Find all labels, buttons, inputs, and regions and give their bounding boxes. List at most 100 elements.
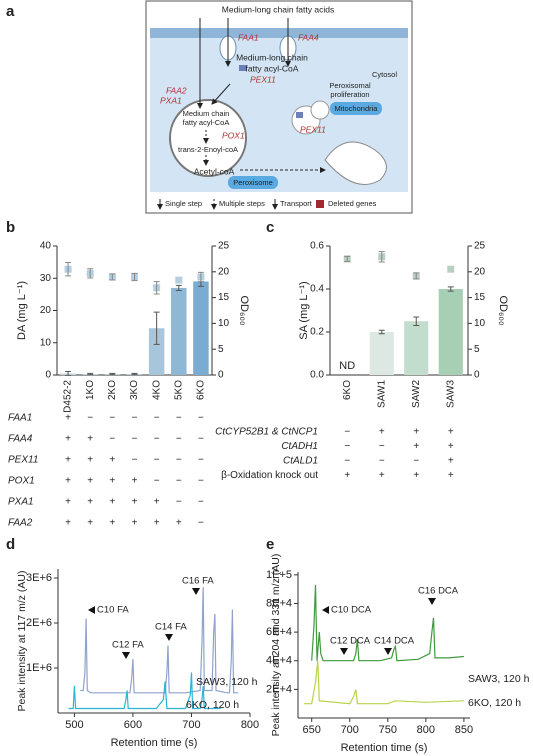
error-bar — [109, 273, 116, 281]
table-cell: + — [132, 476, 138, 487]
table-cell: + — [448, 441, 454, 452]
legend-swatch — [316, 200, 324, 208]
pex11-protein — [296, 112, 303, 118]
diagram-text: Peroxisomal — [329, 81, 371, 90]
table-cell: − — [413, 456, 419, 467]
bar — [148, 328, 165, 375]
peak-label: C12 DCA — [330, 636, 371, 647]
peak-marker — [165, 634, 173, 641]
table-row-label: FAA2 — [8, 518, 33, 529]
y-axis-title: Peak intensity at 117 m/z (AU) — [16, 570, 28, 711]
na-label: ND — [339, 360, 355, 372]
table-cell: − — [344, 427, 350, 438]
error-bar — [65, 370, 72, 376]
peak-label: C16 FA — [182, 576, 214, 587]
y2-tick-label: 20 — [218, 266, 230, 277]
table-cell: − — [198, 434, 204, 445]
table-row-label: FAA4 — [8, 434, 33, 445]
diagram-text: trans-2-Enoyl-coA — [178, 145, 238, 154]
y-tick-label: 0 — [45, 370, 51, 381]
table-cell: − — [176, 476, 182, 487]
table-cell: − — [132, 455, 138, 466]
gene-label: PEX11 — [250, 74, 276, 84]
table-row-label: FAA1 — [8, 413, 32, 424]
gene-label: FAA4 — [298, 32, 319, 42]
gene-label: PEX11 — [300, 124, 326, 134]
x-tick-label: 3KO — [129, 380, 140, 400]
table-cell: + — [87, 455, 93, 466]
table-cell: + — [109, 518, 115, 529]
error-bar — [447, 286, 454, 292]
y-tick-label: 1E+5 — [266, 569, 292, 581]
peak-marker — [192, 588, 200, 595]
y2-tick-label: 5 — [218, 344, 224, 355]
table-cell: + — [65, 518, 71, 529]
bar — [404, 321, 429, 375]
y2-tick-label: 0 — [218, 370, 224, 381]
table-cell: + — [65, 455, 71, 466]
table-cell: − — [154, 413, 160, 424]
table-row-label: CtALD1 — [283, 456, 318, 467]
table-row-label: β-Oxidation knock out — [221, 470, 318, 481]
y2-tick-label: 25 — [474, 241, 486, 252]
table-cell: − — [109, 434, 115, 445]
error-bar — [109, 372, 116, 376]
proliferating-peroxisome — [310, 100, 330, 120]
series-label: SAW3, 120 h — [468, 673, 530, 685]
table-cell: + — [87, 434, 93, 445]
diagram-text: Mitochondria — [335, 104, 379, 113]
diagram-text: fatty acyl-CoA — [183, 118, 230, 127]
x-tick-label: 850 — [455, 724, 473, 736]
table-cell: + — [448, 427, 454, 438]
table-row-label: CtCYP52B1 & CtNCP1 — [215, 427, 318, 438]
table-cell: + — [65, 497, 71, 508]
peak-marker — [340, 648, 348, 655]
diagram-text: Cytosol — [372, 70, 397, 79]
x-axis-title: Retention time (s) — [111, 737, 198, 749]
bar — [438, 289, 463, 375]
table-cell: − — [379, 441, 385, 452]
error-bar — [153, 281, 160, 295]
diagram-text: Medium-long chain — [236, 52, 308, 62]
table-cell: − — [154, 476, 160, 487]
x-tick-label: SAW3 — [445, 380, 456, 408]
x-tick-label: SAW2 — [411, 380, 422, 408]
x-tick-label: 2KO — [107, 380, 118, 400]
diagram-text: Medium-long chain fatty acids — [222, 4, 334, 14]
x-tick-label: 700 — [182, 719, 200, 731]
table-cell: + — [87, 476, 93, 487]
y-tick-label: 2E+4 — [266, 683, 292, 695]
table-cell: − — [198, 518, 204, 529]
y-tick-label: 30 — [40, 273, 52, 284]
pex11-protein — [239, 65, 247, 71]
label-pill — [228, 176, 278, 189]
table-cell: + — [87, 497, 93, 508]
error-bar — [87, 372, 94, 376]
table-cell: − — [109, 413, 115, 424]
legend-label: Multiple steps — [219, 199, 265, 208]
x-tick-label: SAW1 — [376, 380, 387, 408]
y2-tick-label: 10 — [218, 318, 230, 329]
diagram-text: proliferation — [330, 90, 369, 99]
table-cell: + — [379, 427, 385, 438]
y-tick-label: 3E+6 — [26, 572, 52, 584]
table-row-label: CtADH1 — [281, 441, 318, 452]
table-cell: − — [379, 456, 385, 467]
table-cell: + — [413, 441, 419, 452]
error-bar — [413, 272, 420, 280]
peak-marker — [322, 606, 329, 614]
table-row-label: PXA1 — [8, 497, 34, 508]
table-cell: − — [176, 455, 182, 466]
bar — [369, 332, 394, 375]
y-axis-title: Peak intensity at 204 and 331 m/z (AU) — [270, 554, 282, 737]
y2-tick-label: 5 — [474, 344, 480, 355]
trace — [304, 660, 464, 705]
x-tick-label: 650 — [303, 724, 321, 736]
y-tick-label: 8E+4 — [266, 597, 292, 609]
x-tick-label: 5KO — [173, 380, 184, 400]
x-tick-label: 750 — [379, 724, 397, 736]
y-tick-label: 0.2 — [310, 327, 324, 338]
y-tick-label: 0.6 — [310, 241, 324, 252]
x-tick-label: D452-2 — [63, 380, 74, 413]
